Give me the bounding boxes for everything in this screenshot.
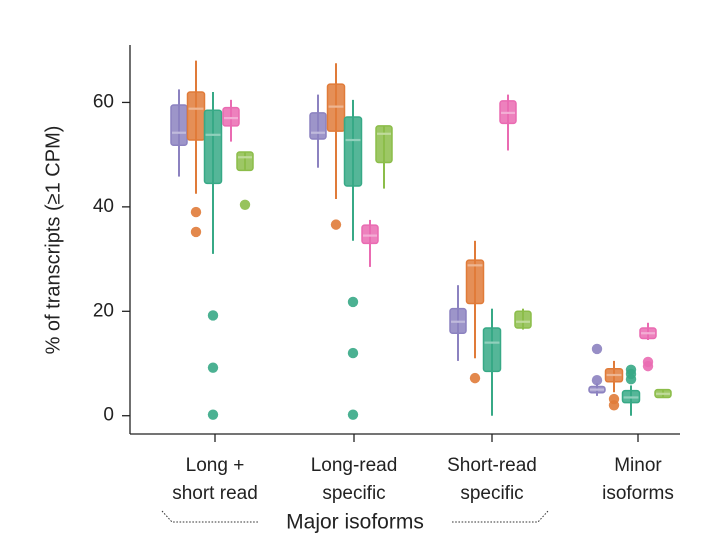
category-label-2-line-0: Short-read xyxy=(447,455,537,476)
box-s4-c2 xyxy=(514,308,532,330)
category-label-3-line-0: Minor xyxy=(614,455,662,476)
box-body-s3-c1 xyxy=(361,224,379,245)
outlier-s1-c1-0 xyxy=(330,219,342,230)
box-body-s0-c0 xyxy=(170,104,188,147)
box-body-s2-c0 xyxy=(203,109,223,185)
outlier-s1-c2-0 xyxy=(469,372,481,384)
outlier-s2-c1-0 xyxy=(347,296,359,308)
outlier-s1-c0-0 xyxy=(190,206,202,218)
outlier-s3-c3-1 xyxy=(642,356,654,368)
outlier-s2-c1-2 xyxy=(347,409,359,420)
outlier-s2-c0-1 xyxy=(207,362,219,373)
box-s4-c3 xyxy=(654,388,672,399)
bracket-right-stroke xyxy=(452,510,549,523)
outlier-s4-c0-0 xyxy=(239,199,251,210)
y-tick-label-60: 60 xyxy=(93,91,114,112)
box-body-s2-c1 xyxy=(343,116,363,187)
outlier-s1-c0-1 xyxy=(190,226,202,238)
outlier-s0-c3-0 xyxy=(591,375,603,386)
y-tick-label-0: 0 xyxy=(103,405,114,426)
y-tick-label-40: 40 xyxy=(93,196,114,217)
outlier-s1-c3-1 xyxy=(608,400,620,411)
category-label-0-line-0: Long + xyxy=(186,455,245,476)
box-s2-c2 xyxy=(482,308,502,416)
box-s3-c0 xyxy=(222,99,240,142)
box-body-s2-c2 xyxy=(482,327,502,373)
box-body-s4-c2 xyxy=(514,310,532,329)
outlier-s2-c0-0 xyxy=(207,310,219,321)
x-axis: Long + short read Long-read specific Short-r… xyxy=(130,433,680,504)
box-body-s4-c0 xyxy=(236,151,254,172)
y-axis: 0 20 40 60 xyxy=(93,45,131,434)
box-s3-c2 xyxy=(499,94,517,151)
outlier-s2-c1-1 xyxy=(347,347,359,359)
outlier-s2-c3-2 xyxy=(625,364,637,375)
box-body-s3-c0 xyxy=(222,106,240,127)
box-s3-c3 xyxy=(639,322,657,372)
box-body-s4-c1 xyxy=(375,125,393,164)
box-s4-c1 xyxy=(375,125,393,189)
outlier-s2-c0-2 xyxy=(207,409,219,420)
category-label-1-line-0: Long-read xyxy=(311,455,398,476)
box-s1-c3 xyxy=(604,360,624,411)
y-axis-title: % of transcripts (≥1 CPM) xyxy=(42,126,64,355)
box-body-s1-c2 xyxy=(465,259,485,305)
box-s4-c0 xyxy=(236,151,254,210)
outlier-s0-c3-1 xyxy=(591,343,603,355)
major-isoforms-bracket: Major isoforms xyxy=(161,510,549,534)
category-label-3-line-1: isoforms xyxy=(602,483,674,504)
category-label-1-line-1: specific xyxy=(322,483,385,504)
y-tick-label-20: 20 xyxy=(93,300,114,321)
box-body-s1-c0 xyxy=(186,91,206,141)
box-s0-c3 xyxy=(588,343,606,396)
box-s0-c2 xyxy=(449,285,467,361)
bracket-left-stroke xyxy=(161,510,258,523)
box-s3-c1 xyxy=(361,219,379,267)
box-s0-c0 xyxy=(170,89,188,177)
box-body-s0-c1 xyxy=(309,112,327,140)
box-s2-c0 xyxy=(203,91,223,420)
box-s2-c1 xyxy=(343,99,363,420)
major-isoforms-label: Major isoforms xyxy=(286,511,424,534)
category-label-2-line-1: specific xyxy=(460,483,523,504)
category-label-0-line-1: short read xyxy=(172,483,258,504)
box-s0-c1 xyxy=(309,94,327,168)
box-s1-c0 xyxy=(186,60,206,238)
box-s1-c1 xyxy=(326,63,346,230)
box-s1-c2 xyxy=(465,240,485,384)
box-s2-c3 xyxy=(621,364,641,416)
